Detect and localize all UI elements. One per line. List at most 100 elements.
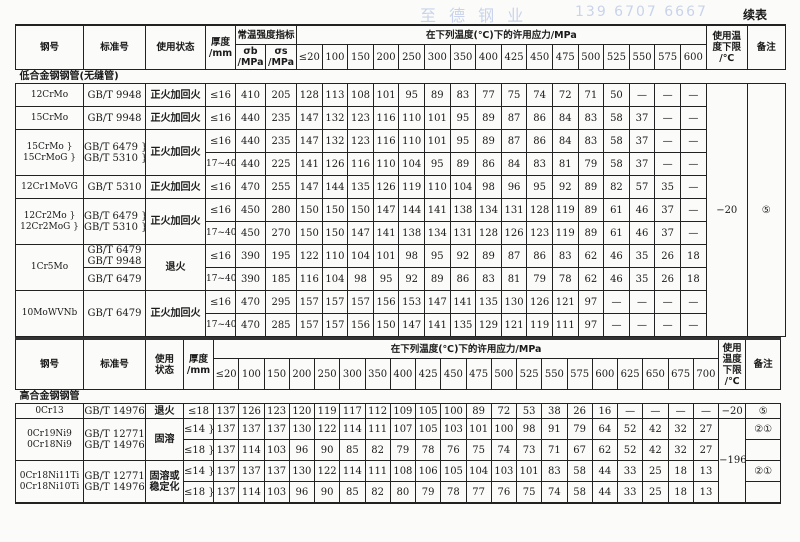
stress-value: 83	[526, 152, 553, 176]
stress-value: 58	[566, 460, 593, 482]
stress-value: 111	[364, 418, 391, 440]
remark: ⑤	[745, 403, 782, 419]
header-sigma-b-line: σb	[243, 46, 258, 57]
stress-value: 98	[398, 244, 425, 268]
stress-value: 157	[296, 313, 323, 337]
stress-value: 74	[526, 83, 553, 107]
remark-empty	[745, 481, 782, 504]
sigma-s: 285	[264, 313, 298, 337]
standard-number: GB/T 9948	[83, 106, 146, 130]
sigma-b: 450	[235, 221, 266, 245]
header-temp: 675	[667, 358, 694, 390]
thickness: ≤16	[205, 244, 236, 268]
stress-value: 104	[449, 175, 477, 199]
header-thickness-line: 厚度	[188, 353, 208, 365]
stress-value: 83	[449, 83, 477, 107]
stress-value: 74	[541, 481, 568, 504]
table-row: 1Cr5Mo GB/T 6479 GB/T 9948 退火 ≤16 390 195 122 11…	[15, 244, 786, 291]
stress-value: 111	[364, 460, 391, 482]
stress-value: 150	[347, 198, 374, 222]
stress-value: 106	[414, 460, 442, 482]
steel-grade-line: 15CrMoG }	[22, 152, 77, 163]
sigma-s: 280	[264, 198, 298, 222]
stress-value: —	[679, 221, 707, 245]
stress-value: 79	[526, 267, 553, 291]
stress-value: 58	[603, 129, 630, 153]
header-sigma-s-line: σs	[274, 46, 288, 57]
header-temp: 250	[398, 44, 425, 70]
standard-number: GB/T 12771 GB/T 14976	[83, 460, 146, 504]
stress-value: 137	[212, 460, 240, 482]
header-limit-line: 下限	[722, 364, 742, 376]
stress-value: 33	[616, 460, 644, 482]
stress-value: 147	[423, 290, 451, 314]
stress-value: 84	[551, 129, 579, 153]
stress-value: 90	[313, 481, 341, 504]
stress-value: 130	[500, 290, 528, 314]
stress-value: 77	[465, 481, 492, 504]
sigma-b: 450	[235, 198, 266, 222]
stress-value: 137	[263, 418, 290, 440]
stress-value: 82	[364, 439, 391, 461]
header-temp: 250	[313, 358, 341, 390]
header-temp: 100	[321, 44, 349, 70]
stress-value: 44	[591, 460, 619, 482]
sigma-s: 270	[264, 221, 298, 245]
temp-lower-limit: −20	[705, 83, 748, 337]
stress-value: 73	[515, 439, 543, 461]
thickness: 17~40	[205, 313, 236, 337]
stress-value: 78	[414, 439, 442, 461]
stress-value: 126	[238, 403, 265, 419]
stress-value: 46	[603, 244, 630, 268]
stress-value: 79	[566, 418, 593, 440]
header-temp: 400	[475, 44, 502, 70]
header-temp: 625	[616, 358, 644, 390]
stress-value: 112	[364, 403, 391, 419]
stress-value: 110	[423, 175, 451, 199]
stress-value: 46	[628, 198, 656, 222]
stress-value: —	[654, 152, 681, 176]
header-temp: 450	[440, 358, 467, 390]
usage-state: 正火加回火	[145, 198, 206, 245]
steel-grade: 1Cr5Mo	[15, 244, 84, 291]
stress-value: 44	[591, 481, 619, 504]
stress-value: 37	[628, 129, 656, 153]
stress-value: 131	[449, 221, 477, 245]
stress-value: 150	[372, 313, 400, 337]
header-temp: 100	[238, 358, 265, 390]
stress-value: 135	[449, 313, 477, 337]
stress-value: 157	[347, 290, 374, 314]
steel-grade-line: 12Cr2Mo }	[23, 210, 76, 221]
usage-state: 固溶	[145, 418, 184, 461]
stress-value: 18	[679, 267, 707, 291]
header-limit: 使用温度下限/℃	[705, 24, 748, 70]
header-temp: 150	[347, 44, 374, 70]
header-state-line: 状态	[154, 364, 174, 376]
stress-value: 116	[372, 129, 400, 153]
header-temp: 575	[654, 44, 681, 70]
stress-value: 13	[692, 481, 720, 504]
stress-value: 103	[440, 418, 467, 440]
stress-value: 97	[577, 290, 605, 314]
header-strength: 常温强度指标	[234, 24, 298, 45]
header-standard: 标准号	[83, 24, 146, 70]
stress-value: 144	[398, 198, 425, 222]
stress-value: 147	[347, 221, 374, 245]
header-row: 钢号 标准号 使用状态 厚度/mm 常温强度指标 在下列温度(℃)下的许用应力/MPa 使用…	[15, 24, 786, 70]
stress-value: —	[679, 106, 707, 130]
stress-value: 58	[603, 152, 630, 176]
stress-value: 25	[642, 460, 669, 482]
stress-value: 87	[500, 106, 528, 130]
stress-value: 114	[339, 418, 366, 440]
header-limit-line: /℃	[719, 53, 735, 64]
stress-value: 64	[591, 418, 619, 440]
header-temp: 425	[500, 44, 528, 70]
header-temp: ≤20	[296, 44, 323, 70]
header-temp: 450	[526, 44, 553, 70]
table-row: 12CrMo GB/T 9948 正火加回火 ≤16 410 205 128 113 108 10…	[15, 83, 786, 337]
stress-value: 157	[321, 313, 349, 337]
stress-value: —	[616, 403, 644, 419]
stress-value: 104	[465, 460, 492, 482]
header-temp: 475	[465, 358, 492, 390]
remark-empty	[745, 439, 782, 461]
